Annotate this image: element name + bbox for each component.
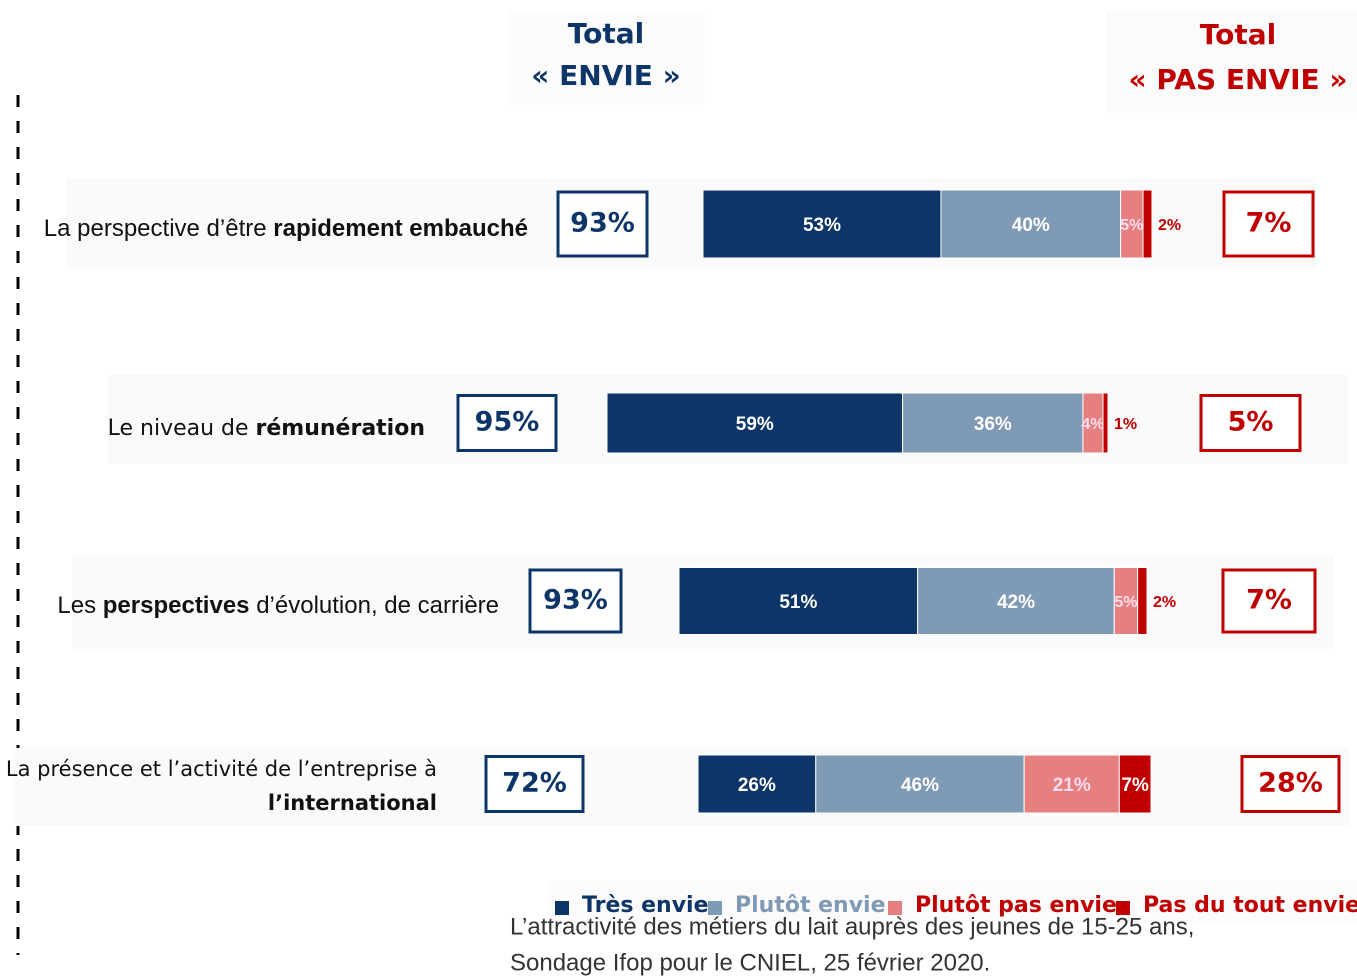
total-label: 72% xyxy=(502,768,567,799)
total-label: 95% xyxy=(475,407,540,438)
value-label: 5% xyxy=(1120,217,1143,234)
category-label-part: rapidement embauché xyxy=(273,215,528,242)
total-box xyxy=(528,568,623,634)
total-label: 5% xyxy=(1228,407,1274,438)
category-label-part: perspectives xyxy=(103,592,250,619)
legend-label: Plutôt pas envie xyxy=(915,893,1117,918)
total-box xyxy=(1221,568,1317,634)
value-label: 26% xyxy=(738,775,776,796)
total-box xyxy=(1222,190,1315,258)
legend-swatch xyxy=(555,901,569,915)
value-label: 53% xyxy=(803,215,841,236)
value-label: 2% xyxy=(1158,217,1181,234)
legend-label: Très envie xyxy=(582,893,709,918)
total-label: 7% xyxy=(1246,585,1292,616)
value-label: 46% xyxy=(901,775,939,796)
bar-segment xyxy=(697,754,817,814)
bar-segment xyxy=(1142,189,1153,259)
header-right: « PAS ENVIE » xyxy=(1129,63,1348,96)
category-label-part: La perspective d’être xyxy=(44,215,273,242)
total-box xyxy=(456,394,558,452)
total-label: 28% xyxy=(1258,768,1323,799)
header-left: « ENVIE » xyxy=(531,59,680,92)
total-label: 93% xyxy=(543,585,608,616)
bar-segment xyxy=(1023,754,1120,814)
total-box xyxy=(556,190,649,258)
bar-segment xyxy=(702,189,942,259)
total-label: 93% xyxy=(570,208,635,239)
category-label: Le niveau de rémunération xyxy=(108,416,425,441)
value-label: 36% xyxy=(974,414,1012,435)
category-label-part: Le niveau de xyxy=(108,416,256,441)
source: Sondage Ifop pour le CNIEL, 25 février 2… xyxy=(510,949,990,976)
value-label: 42% xyxy=(997,592,1035,613)
source: L’attractivité des métiers du lait auprè… xyxy=(510,913,1194,940)
category-label-part: rémunération xyxy=(256,416,425,441)
total-box xyxy=(484,755,585,813)
legend-panel xyxy=(549,880,1357,922)
legend-swatch xyxy=(1116,901,1130,915)
category-label-part: d’évolution, de carrière xyxy=(250,592,499,619)
header-panel xyxy=(1106,10,1357,113)
header-panel xyxy=(509,12,705,105)
bar-segment xyxy=(917,567,1115,635)
header-left: Total xyxy=(568,17,645,50)
category-label: La présence et l’activité de l’entrepris… xyxy=(6,757,437,781)
value-label: 2% xyxy=(1153,594,1176,611)
value-label: 4% xyxy=(1081,416,1104,433)
value-label: 5% xyxy=(1114,594,1137,611)
value-label: 21% xyxy=(1053,775,1091,796)
total-label: 7% xyxy=(1246,208,1292,239)
category-label: La perspective d’être rapidement embauch… xyxy=(44,215,528,242)
category-label: l’international xyxy=(268,791,437,815)
category-label: Les perspectives d’évolution, de carrièr… xyxy=(57,592,499,619)
bar-segment xyxy=(902,392,1084,454)
category-label-part: Les xyxy=(57,592,102,619)
legend-label: Pas du tout envie xyxy=(1143,893,1357,918)
legend-swatch xyxy=(888,901,902,915)
legend-swatch xyxy=(708,901,722,915)
header-right: Total xyxy=(1200,18,1277,51)
bar-segment xyxy=(606,392,904,454)
bar-segment xyxy=(815,754,1025,814)
bar-segment xyxy=(1118,754,1152,814)
value-label: 59% xyxy=(736,414,774,435)
value-label: 51% xyxy=(779,592,817,613)
value-label: 1% xyxy=(1114,416,1137,433)
bar-segment xyxy=(1102,392,1109,454)
bar-segment xyxy=(678,567,919,635)
total-box xyxy=(1199,394,1302,452)
legend-label: Plutôt envie xyxy=(735,893,886,918)
bar-segment xyxy=(1137,567,1148,635)
total-box xyxy=(1240,755,1341,813)
value-label: 7% xyxy=(1121,775,1149,796)
value-label: 40% xyxy=(1012,215,1050,236)
